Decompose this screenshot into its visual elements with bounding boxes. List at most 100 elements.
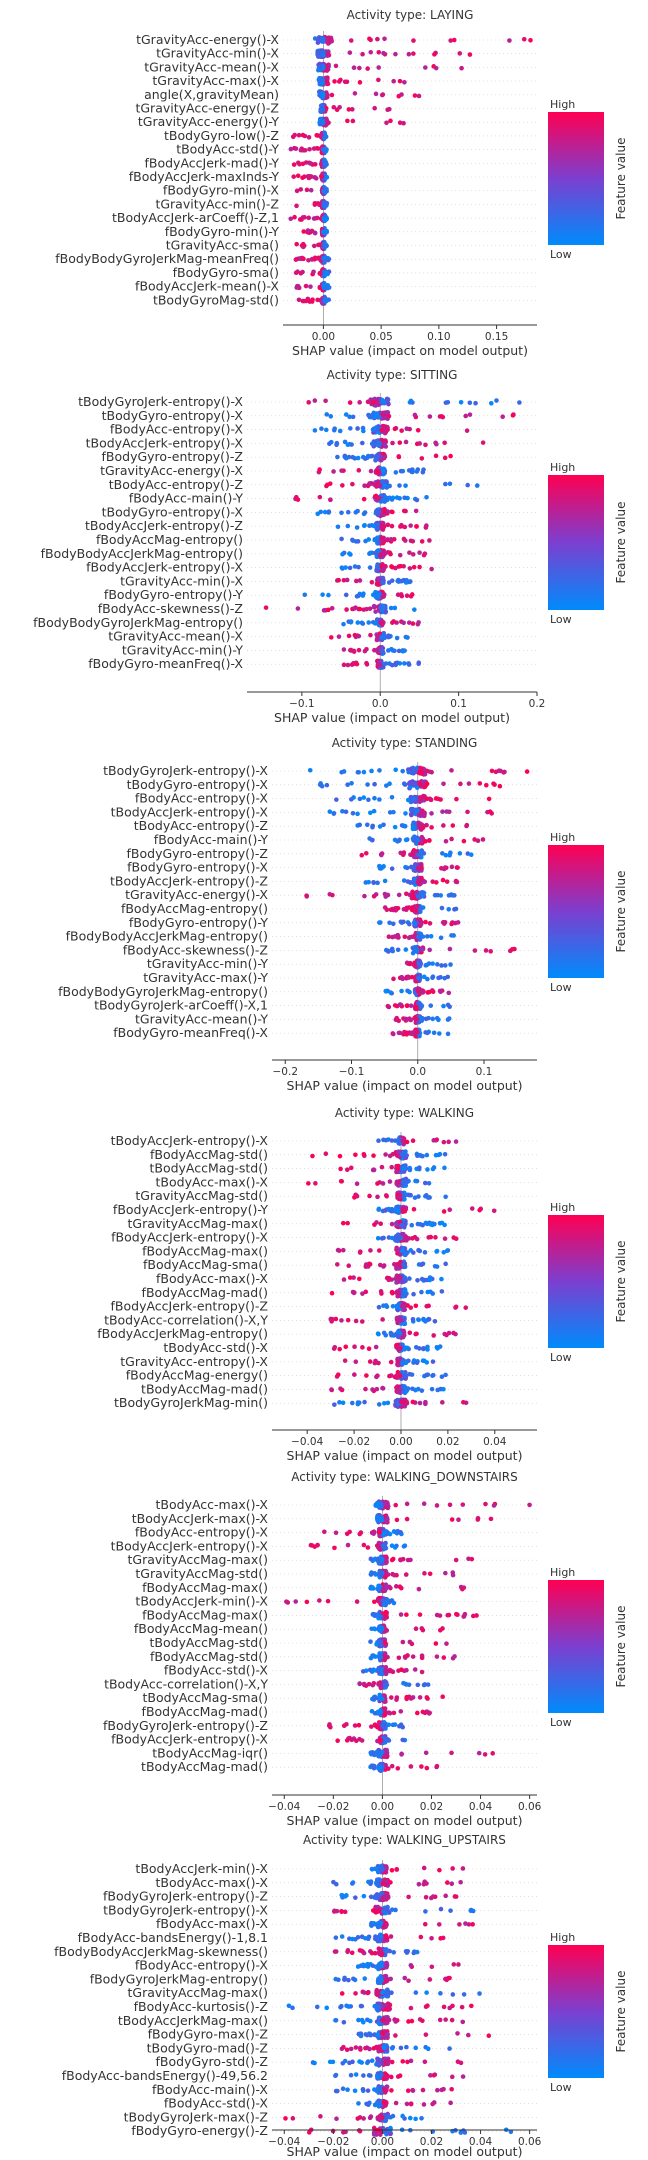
shap-point <box>361 496 367 502</box>
feature-dots <box>327 806 494 819</box>
shap-point <box>376 1304 382 1310</box>
shap-point <box>394 1181 399 1187</box>
shap-point <box>449 768 454 773</box>
shap-point <box>375 1194 380 1200</box>
shap-point <box>434 1503 440 1508</box>
shap-point <box>345 509 351 515</box>
shap-point <box>371 603 377 609</box>
shap-point <box>298 147 304 153</box>
shap-point <box>411 782 416 787</box>
shap-point <box>356 1276 362 1282</box>
shap-point <box>528 37 533 43</box>
shap-point <box>423 442 428 448</box>
shap-point <box>397 1002 403 1007</box>
shap-point <box>321 608 327 613</box>
shap-point <box>306 135 312 140</box>
shap-point <box>387 810 393 815</box>
feature-dots <box>294 280 332 293</box>
shap-point <box>399 428 404 433</box>
feature-label: tGravityAcc-energy()-Z <box>135 101 279 116</box>
shap-point <box>429 1386 435 1392</box>
shap-point <box>438 797 443 802</box>
shap-point <box>419 539 425 544</box>
shap-point <box>412 769 418 775</box>
shap-point <box>326 592 331 598</box>
shap-point <box>395 947 401 953</box>
shap-point <box>317 494 323 500</box>
shap-point <box>396 648 402 654</box>
shap-point <box>356 633 362 639</box>
shap-point <box>367 523 372 528</box>
shap-point <box>423 919 428 925</box>
feature-dots <box>291 157 329 170</box>
feature-label: tGravityAccMag-max() <box>127 1216 268 1231</box>
shap-point <box>341 662 347 668</box>
feature-label: tGravityAccMag-std() <box>135 1188 268 1203</box>
shap-point <box>391 619 396 624</box>
shap-point <box>417 1165 422 1170</box>
shap-point <box>416 661 421 666</box>
shap-point <box>467 412 473 417</box>
shap-panel-4: Activity type: WALKING_DOWNSTAIRStBodyAc… <box>103 1470 628 1828</box>
feature-dots <box>315 506 419 519</box>
shap-point <box>361 795 367 800</box>
shap-point <box>405 1250 410 1255</box>
shap-point <box>441 1386 446 1392</box>
shap-point <box>333 63 339 69</box>
feature-label: tBodyAcc-entropy()-Z <box>109 477 243 492</box>
shap-point <box>331 469 336 474</box>
feature-dots <box>307 765 530 777</box>
feature-label: fBodyAccJerk-entropy()-X <box>111 1230 268 1245</box>
shap-point <box>464 822 470 828</box>
shap-point <box>317 285 323 291</box>
x-tick-label: −0.1 <box>289 698 315 710</box>
shap-point <box>313 1181 318 1186</box>
shap-point <box>380 1386 386 1391</box>
shap-point <box>376 1248 382 1253</box>
shap-point <box>341 647 347 652</box>
colorbar-axis-label: Feature value <box>614 1241 628 1323</box>
feature-label: tBodyGyroMag-std() <box>153 292 279 307</box>
feature-label: tGravityAcc-min()-X <box>156 46 279 61</box>
shap-point <box>317 782 323 788</box>
shap-point <box>366 620 372 625</box>
shap-point <box>392 824 398 830</box>
shap-point <box>372 795 377 801</box>
shap-point <box>404 1501 410 1507</box>
shap-point <box>412 412 418 418</box>
shap-panel-0: Activity type: LAYINGtGravityAcc-energy(… <box>55 8 628 358</box>
shap-point <box>316 242 321 248</box>
shap-point <box>376 414 382 420</box>
x-tick-label: −0.2 <box>273 1066 299 1078</box>
shap-point <box>433 65 439 71</box>
feature-label: fBodyAccMag-max() <box>142 1580 268 1595</box>
feature-label: tBodyAccMag-std() <box>149 1635 268 1650</box>
shap-point <box>411 796 416 801</box>
shap-point <box>365 66 370 71</box>
feature-label: tBodyAccMag-std() <box>149 1161 268 1176</box>
feature-label: tBodyAcc-max()-X <box>156 1497 269 1512</box>
shap-point <box>364 660 369 666</box>
shap-point <box>410 1399 416 1405</box>
shap-point <box>457 851 463 856</box>
shap-point <box>357 400 362 405</box>
shap-point <box>362 510 368 515</box>
feature-dots <box>334 793 492 805</box>
shap-point <box>420 1153 425 1159</box>
shap-point <box>430 975 435 981</box>
shap-panel-2: Activity type: STANDINGtBodyGyroJerk-ent… <box>58 736 628 1093</box>
shap-point <box>414 469 420 474</box>
shap-point <box>364 606 369 612</box>
shap-point <box>395 1359 401 1364</box>
shap-point <box>352 632 358 638</box>
shap-point <box>380 497 386 503</box>
shap-point <box>361 523 367 529</box>
shap-point <box>343 455 349 461</box>
shap-point <box>374 1386 380 1392</box>
shap-point <box>376 77 381 83</box>
shap-point <box>364 1373 369 1378</box>
x-tick-label: 0.04 <box>483 1436 507 1448</box>
feature-label: fBodyGyro-sma() <box>173 265 279 280</box>
shap-point <box>431 1333 436 1338</box>
shap-point <box>416 93 422 99</box>
